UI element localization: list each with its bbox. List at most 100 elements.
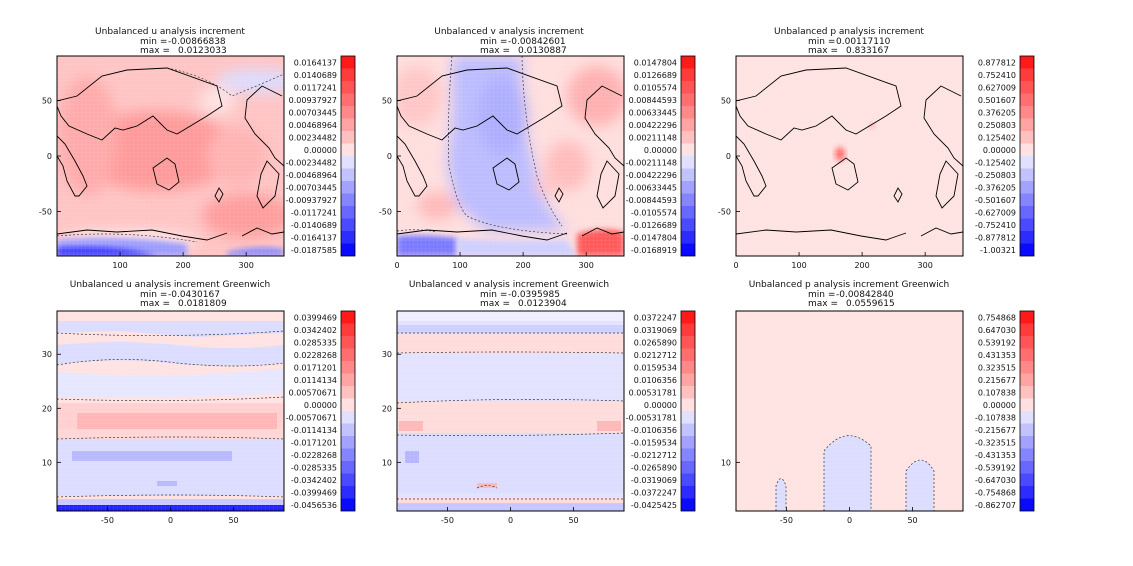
colorbar-label: -0.0106356: [631, 426, 677, 435]
colorbar-swatch: [341, 398, 355, 411]
plot-area: [57, 56, 284, 256]
axes: -50 0 50 30 20 10: [42, 350, 239, 525]
colorbar-label: 0.00570671: [289, 388, 337, 397]
colorbar-swatch: [341, 93, 355, 106]
panel-u-increment: Unbalanced u analysis increment min = -0…: [39, 27, 356, 270]
colorbar-label: -0.431353: [975, 451, 1016, 460]
colorbar-label: 0.00000: [983, 401, 1016, 410]
colorbar-label: 0.00703445: [289, 108, 337, 117]
colorbar-label: -0.0114134: [291, 426, 337, 435]
colorbar-swatch: [1020, 411, 1034, 424]
colorbar-swatch: [681, 106, 695, 119]
colorbar-label: -0.0187585: [291, 246, 337, 255]
colorbar-label: -0.627009: [975, 208, 1016, 217]
colorbar-swatch: [681, 181, 695, 194]
min-value: -0.00842601: [508, 37, 566, 47]
colorbar-label: -0.00703445: [286, 183, 337, 192]
colorbar-label: 0.323515: [978, 363, 1016, 372]
colorbar-label: 0.0106356: [634, 376, 677, 385]
x-tick-label: 300: [579, 261, 594, 270]
plot-area: [57, 311, 284, 511]
x-tick-label: 100: [791, 261, 806, 270]
colorbar-swatch: [681, 486, 695, 499]
colorbar-swatch: [1020, 386, 1034, 399]
x-tick-label: 200: [175, 261, 190, 270]
colorbar-swatch: [1020, 193, 1034, 206]
colorbar-swatch: [681, 143, 695, 156]
colorbar-label: -0.00211148: [626, 158, 677, 167]
colorbar-label: -0.0399469: [291, 488, 337, 497]
colorbar-swatch: [1020, 473, 1034, 486]
colorbar-label: -0.0147804: [631, 233, 677, 242]
colorbar-label: -0.376205: [975, 183, 1016, 192]
colorbar-label: 0.0399469: [294, 313, 337, 322]
colorbar-label: 0.00000: [644, 146, 677, 155]
x-tick-label: 100: [112, 261, 127, 270]
plot-area: [397, 311, 624, 511]
colorbar-swatch: [681, 193, 695, 206]
colorbar-swatch: [341, 336, 355, 349]
axes: -50 0 50 30 20 10: [382, 350, 579, 525]
colorbar-label: -0.323515: [975, 438, 1016, 447]
colorbar-label: 0.647030: [978, 326, 1016, 335]
colorbar-label: -0.0456536: [291, 501, 337, 510]
colorbar-label: 0.0265890: [634, 338, 677, 347]
min-label: min =: [480, 37, 507, 47]
colorbar-swatch: [341, 131, 355, 144]
y-tick-label: 10: [42, 458, 52, 467]
colorbar-frame: [1019, 310, 1035, 512]
panel-v-greenwich: Unbalanced v analysis increment Greenwic…: [382, 280, 696, 525]
colorbar-swatch: [341, 181, 355, 194]
x-tick-label: -50: [441, 516, 454, 525]
colorbar-swatch: [341, 206, 355, 219]
colorbar-label: 0.00000: [983, 146, 1016, 155]
colorbar-label: -0.00937927: [286, 196, 337, 205]
colorbar-swatch: [681, 323, 695, 336]
colorbar-label: -0.0164137: [291, 233, 337, 242]
colorbar-frame: [1019, 55, 1035, 257]
y-tick-label: 20: [42, 404, 52, 413]
colorbar-label: 0.0372247: [634, 313, 677, 322]
colorbar-swatch: [341, 498, 355, 511]
colorbar-label: -0.00422296: [626, 171, 677, 180]
colorbar-label: 0.0342402: [294, 326, 337, 335]
colorbar-label: 0.250803: [978, 121, 1016, 130]
min-value: -0.0395985: [508, 290, 560, 300]
y-tick-label: 50: [721, 96, 731, 105]
colorbar: 0.754868 0.647030 0.539192 0.431353 0.323515…: [975, 310, 1035, 512]
x-tick-label: 50: [568, 516, 578, 525]
colorbar-swatch: [681, 56, 695, 69]
colorbar-swatch: [1020, 486, 1034, 499]
colorbar-label: -0.00570671: [286, 413, 337, 422]
colorbar-label: 0.0159534: [634, 363, 677, 372]
colorbar-label: -0.0228268: [291, 451, 337, 460]
colorbar-swatch: [681, 461, 695, 474]
colorbar-label: 0.0171201: [294, 363, 337, 372]
colorbar-label: 0.00937927: [289, 96, 337, 105]
plot-area: [736, 311, 963, 511]
x-tick-label: 0: [508, 516, 513, 525]
colorbar-label: -0.0171201: [291, 438, 337, 447]
colorbar-swatch: [1020, 373, 1034, 386]
colorbar-label: 0.00000: [304, 146, 337, 155]
max-value: 0.0130887: [518, 46, 567, 56]
y-tick-label: 0: [47, 152, 52, 161]
y-tick-label: 30: [42, 350, 52, 359]
coastlines: [57, 67, 284, 241]
colorbar-label: 0.627009: [978, 83, 1016, 92]
x-tick-label: -50: [780, 516, 793, 525]
panel-p-increment: Unbalanced p analysis increment min = 0.…: [718, 27, 1035, 270]
colorbar-swatch: [341, 106, 355, 119]
colorbar-label: -0.0168919: [631, 246, 677, 255]
colorbar-label: -0.0372247: [631, 488, 677, 497]
colorbar-swatch: [341, 361, 355, 374]
colorbar-swatch: [1020, 106, 1034, 119]
colorbar-label: -0.501607: [975, 196, 1016, 205]
colorbar-label: -0.0140689: [291, 221, 337, 230]
max-value: 0.0559615: [846, 299, 895, 309]
x-tick-label: 200: [854, 261, 869, 270]
colorbar: 0.0164137 0.0140689 0.0117241 0.00937927 0.0…: [286, 55, 356, 257]
colorbar-swatch: [1020, 336, 1034, 349]
colorbar-swatch: [341, 323, 355, 336]
